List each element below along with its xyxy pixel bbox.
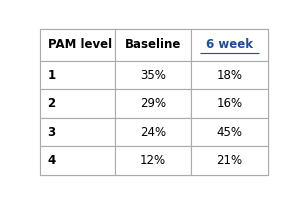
Bar [40, 29, 115, 61]
Text: 45%: 45% [217, 126, 243, 139]
Text: 12%: 12% [140, 154, 166, 167]
Text: 29%: 29% [140, 97, 166, 110]
Text: 2: 2 [48, 97, 56, 110]
Text: 24%: 24% [140, 126, 166, 139]
Bar [191, 61, 268, 89]
Bar [40, 89, 115, 118]
Bar [191, 29, 268, 61]
Bar [191, 146, 268, 175]
Bar [40, 118, 115, 146]
Text: PAM level: PAM level [48, 38, 112, 51]
Text: Baseline: Baseline [125, 38, 181, 51]
Bar [115, 61, 191, 89]
Text: 35%: 35% [140, 69, 166, 82]
Bar [191, 118, 268, 146]
Text: 4: 4 [48, 154, 56, 167]
Bar [115, 118, 191, 146]
Text: 16%: 16% [217, 97, 243, 110]
Bar [191, 89, 268, 118]
Bar [115, 29, 191, 61]
Text: 21%: 21% [217, 154, 243, 167]
Text: 6 week: 6 week [206, 38, 253, 51]
Bar [40, 61, 115, 89]
Text: 1: 1 [48, 69, 56, 82]
Text: 3: 3 [48, 126, 56, 139]
Text: 18%: 18% [217, 69, 243, 82]
Bar [115, 89, 191, 118]
Bar [40, 146, 115, 175]
Bar [115, 146, 191, 175]
